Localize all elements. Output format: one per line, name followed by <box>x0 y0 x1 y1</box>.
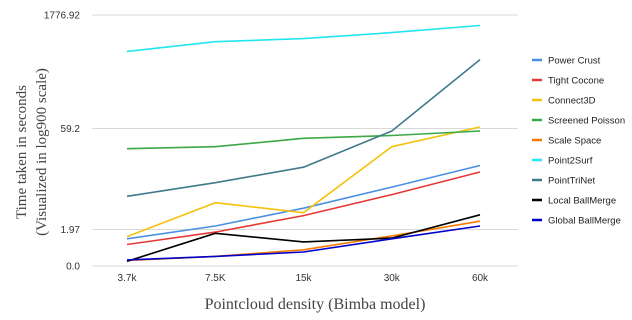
legend: Power Crust Tight Cocone Connect3D Screened… <box>532 56 625 227</box>
y-tick-label: 0.0 <box>66 262 80 273</box>
legend-entry-local-ballmerge: Local BallMerge <box>548 196 616 207</box>
legend-entry-tight-cocone: Tight Cocone <box>548 76 604 87</box>
y-tick-labels: 0.0 1.97 59.2 1776.92 <box>44 11 81 273</box>
y-axis-label-line2: (Visualized in log900 scale) <box>34 68 50 236</box>
series-line-connect3d <box>126 126 481 238</box>
legend-entry-point2surf: Point2Surf <box>548 156 593 167</box>
legend-entry-screened-poisson: Screened Poisson <box>548 116 625 127</box>
legend-entry-power-crust: Power Crust <box>548 56 601 67</box>
series-line-screened-poisson <box>126 130 481 150</box>
series-line-pointtrinet <box>126 58 481 198</box>
x-tick-label: 60k <box>472 273 489 284</box>
x-tick-label: 15k <box>295 273 312 284</box>
legend-entry-scale-space: Scale Space <box>548 136 601 147</box>
series-line-power-crust <box>126 164 481 240</box>
series-line-tight-cocone <box>126 171 481 246</box>
x-tick-label: 3.7k <box>118 273 138 284</box>
x-tick-labels: 3.7k 7.5K 15k 30k 60k <box>118 273 490 284</box>
y-tick-label: 1776.92 <box>44 11 81 22</box>
legend-entry-connect3d: Connect3D <box>548 96 596 107</box>
legend-entry-pointtrinet: PointTriNet <box>548 176 596 187</box>
series-line-local-ballmerge <box>126 214 481 263</box>
series-line-point2surf <box>126 24 481 53</box>
y-tick-label: 59.2 <box>61 124 81 135</box>
y-axis-label-line1: Time taken in seconds <box>14 85 30 219</box>
x-axis-label: Pointcloud density (Bimba model) <box>205 296 426 313</box>
legend-entry-global-ballmerge: Global BallMerge <box>548 216 621 227</box>
series-line-scale-space <box>126 220 481 262</box>
y-tick-label: 1.97 <box>61 225 81 236</box>
gridlines <box>92 14 518 267</box>
series-lines <box>126 24 481 263</box>
x-tick-label: 30k <box>384 273 401 284</box>
x-tick-label: 7.5K <box>205 273 226 284</box>
series-line-global-ballmerge <box>126 225 481 261</box>
